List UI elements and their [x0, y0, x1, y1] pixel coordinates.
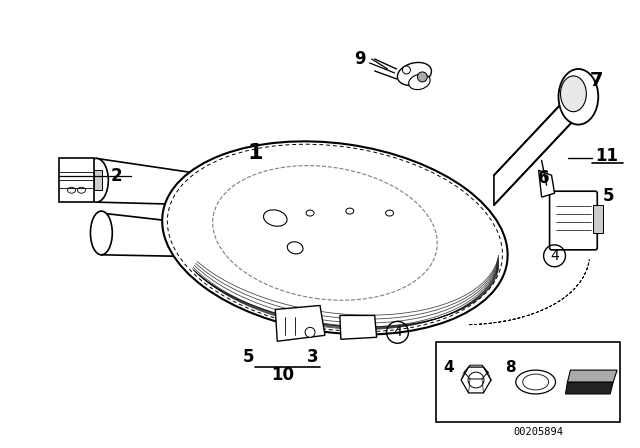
Text: 10: 10 [271, 366, 294, 384]
Ellipse shape [403, 66, 410, 74]
Text: 4: 4 [393, 325, 402, 339]
Text: 11: 11 [595, 147, 618, 165]
Polygon shape [101, 213, 205, 257]
Text: 7: 7 [589, 71, 603, 90]
Text: 8: 8 [506, 360, 516, 375]
Ellipse shape [287, 242, 303, 254]
Text: 3: 3 [307, 348, 319, 366]
Ellipse shape [561, 76, 586, 112]
Polygon shape [566, 382, 613, 394]
Text: 1: 1 [248, 143, 263, 164]
Ellipse shape [305, 327, 315, 337]
Ellipse shape [559, 69, 598, 125]
Text: 5: 5 [602, 187, 614, 205]
Text: 2: 2 [111, 167, 122, 185]
Ellipse shape [397, 62, 431, 86]
Ellipse shape [90, 211, 112, 255]
Text: 4: 4 [550, 249, 559, 263]
Ellipse shape [409, 74, 430, 90]
Ellipse shape [162, 141, 508, 335]
Polygon shape [568, 370, 617, 382]
FancyBboxPatch shape [59, 159, 95, 202]
Bar [436, 342, 620, 422]
Ellipse shape [523, 374, 548, 390]
Text: 6: 6 [538, 169, 549, 187]
Polygon shape [340, 315, 377, 339]
Ellipse shape [516, 370, 556, 394]
Polygon shape [97, 159, 211, 205]
Bar [593, 205, 604, 233]
Ellipse shape [264, 210, 287, 226]
Text: 9: 9 [354, 50, 365, 68]
Text: 5: 5 [243, 348, 254, 366]
Polygon shape [275, 306, 325, 341]
Polygon shape [539, 170, 554, 197]
FancyBboxPatch shape [550, 191, 597, 250]
Text: 4: 4 [443, 360, 454, 375]
Ellipse shape [417, 72, 428, 82]
Text: 00205894: 00205894 [514, 426, 564, 437]
Polygon shape [494, 91, 573, 205]
Ellipse shape [84, 159, 108, 202]
Bar [95, 170, 102, 190]
